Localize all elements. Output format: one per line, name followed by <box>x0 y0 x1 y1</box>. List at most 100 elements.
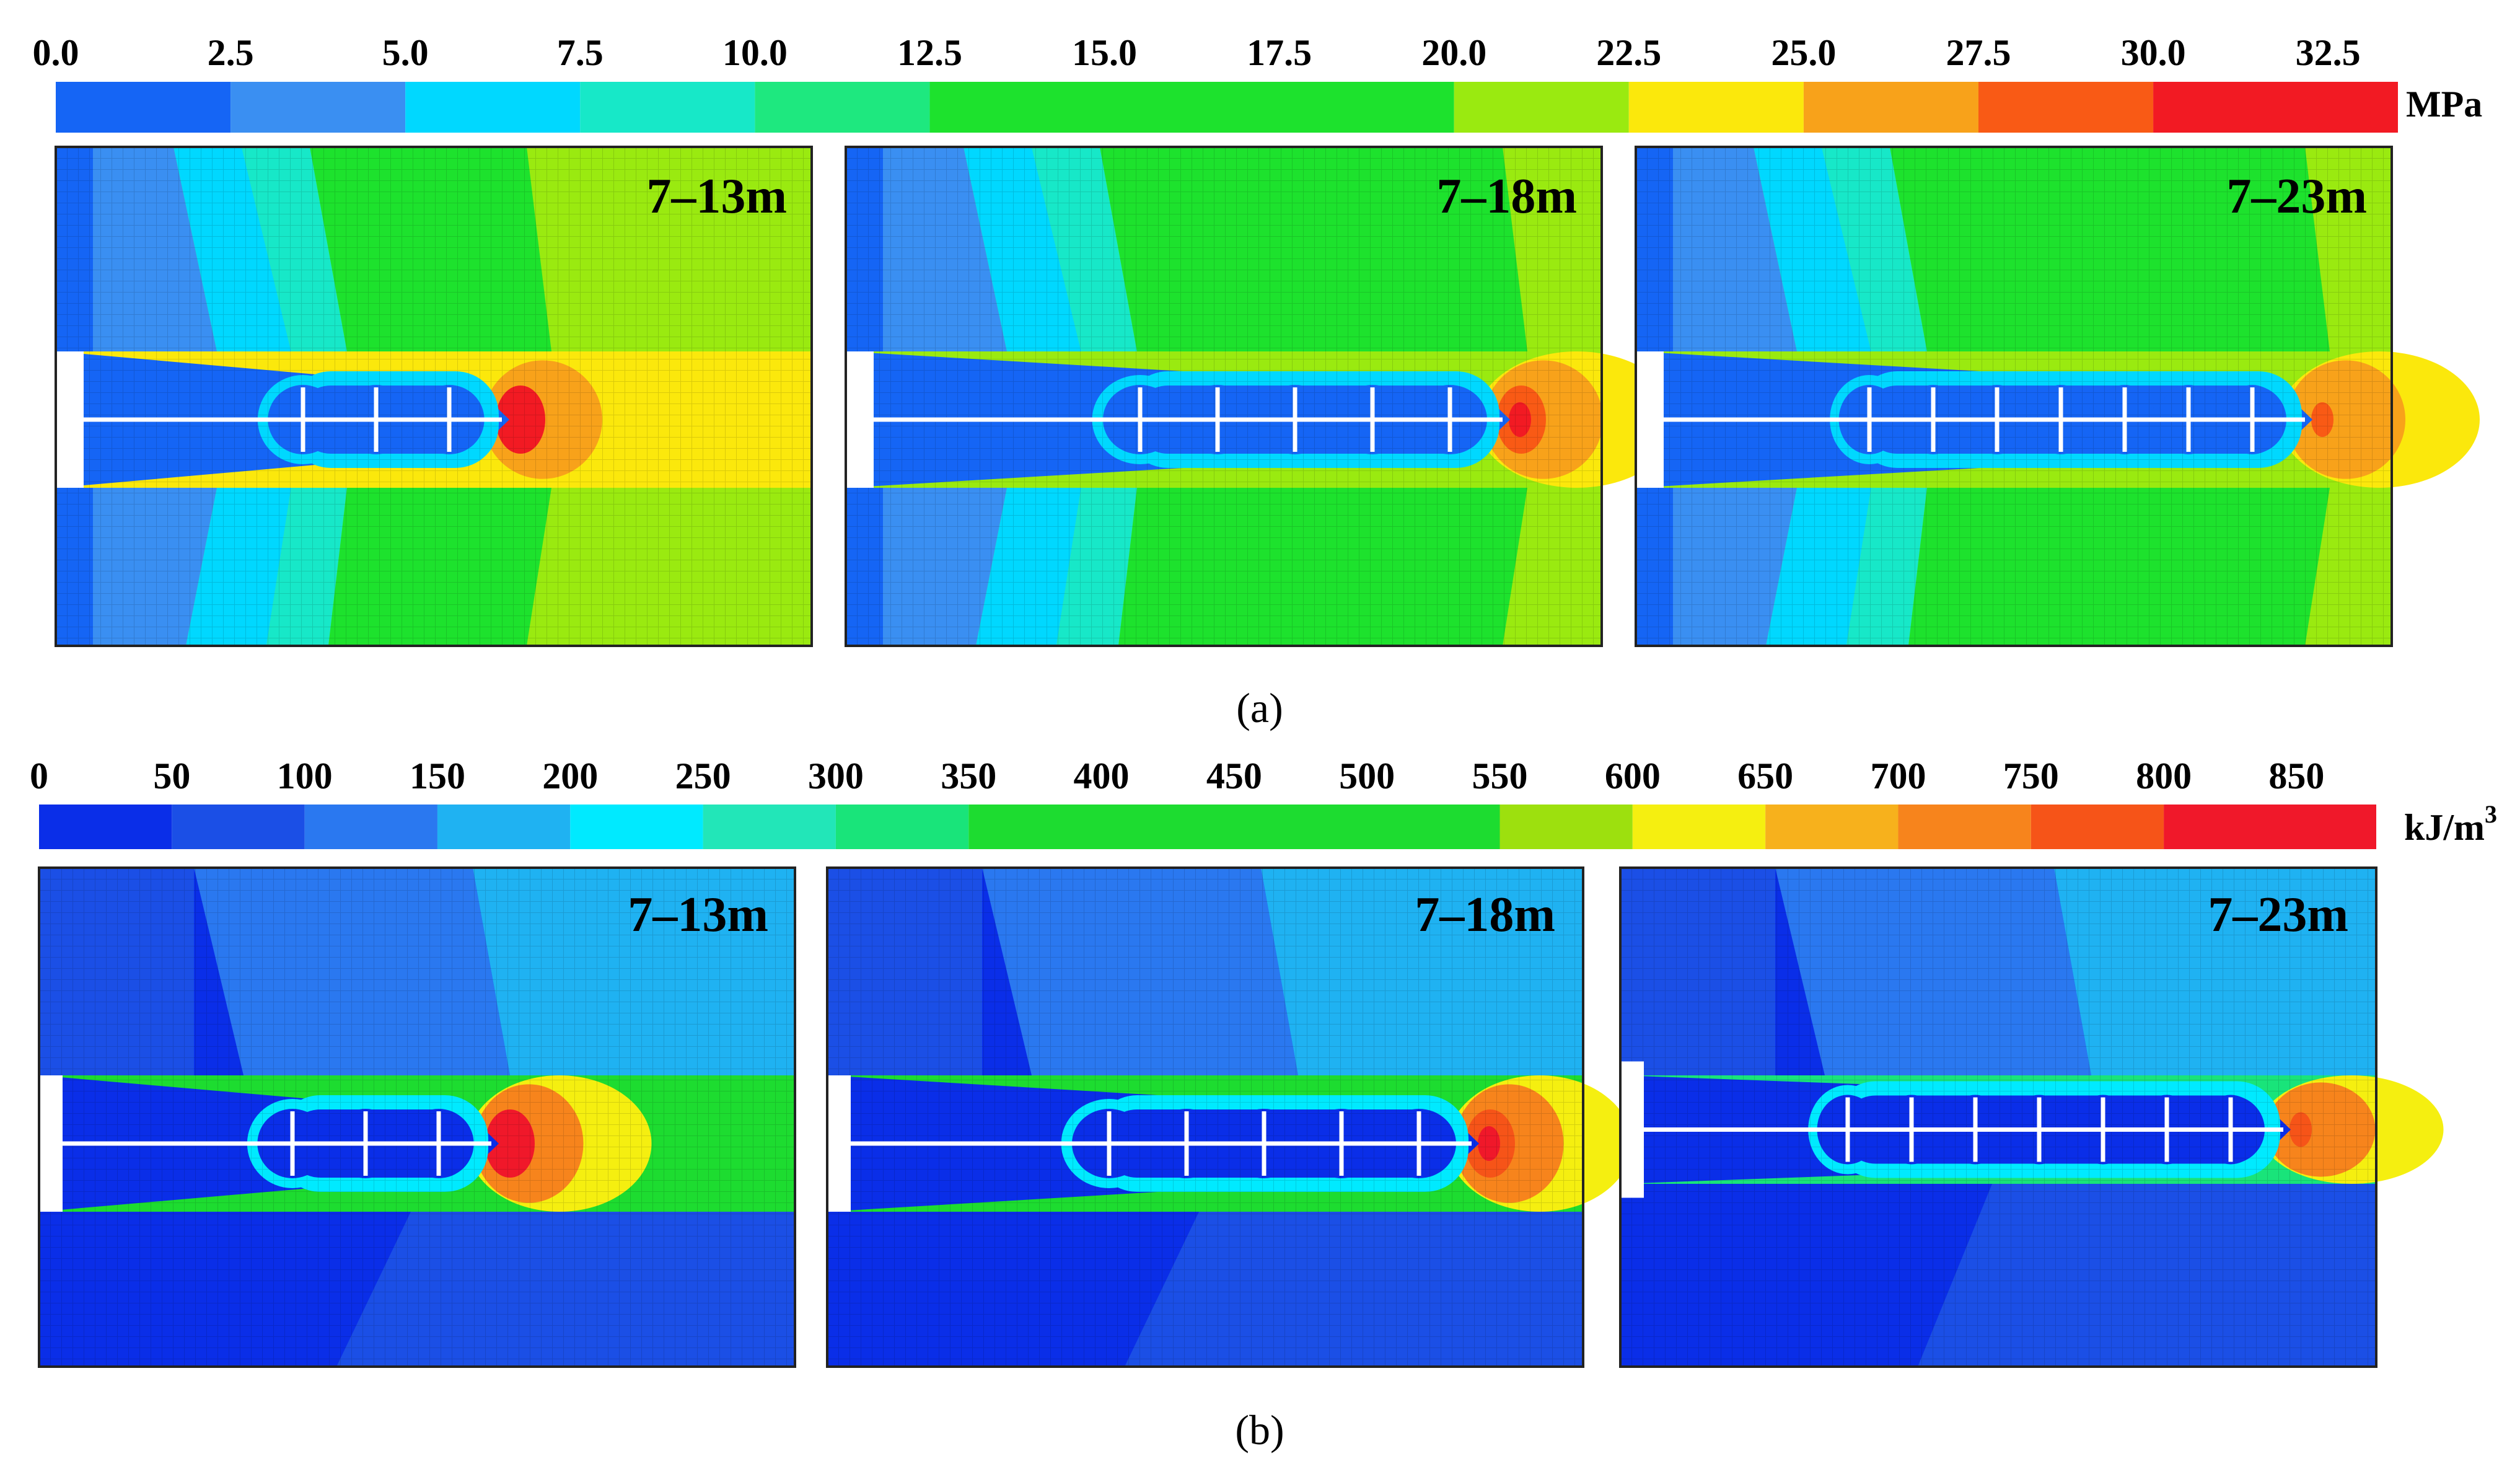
energy-p0-frame <box>38 866 796 1368</box>
stress-p0-roadway <box>56 351 84 488</box>
cbB-bin-0 <box>39 805 172 849</box>
energy-panel-title-7-13m: 7–13m <box>628 888 768 942</box>
cbA-bin-4 <box>755 82 930 133</box>
energy-figure: 0 50 100 150 200 250 300 350 400 450 500 550 600 650 7… <box>30 756 2497 1453</box>
cbA-bin-10 <box>2153 82 2398 133</box>
energy-p2-field-28 <box>1620 868 2376 1367</box>
energy-unit-superscript: 3 <box>2485 800 2497 828</box>
cbA-bin-9 <box>1978 82 2154 133</box>
stress-colorbar-ticks: 0.0 2.5 5.0 7.5 10.0 12.5 15.0 17.5 20.0 22.5 25.0… <box>33 32 2361 73</box>
cbB-bin-9 <box>1632 805 1766 849</box>
cbB-tick-12: 600 <box>1605 756 1661 796</box>
cbA-bin-5 <box>929 82 1454 133</box>
cbA-bin-6 <box>1454 82 1629 133</box>
cbB-tick-0: 0 <box>30 756 48 796</box>
cbA-tick-0: 0.0 <box>33 32 79 73</box>
stress-colorbar-unit: MPa <box>2406 84 2482 125</box>
cbA-bin-0 <box>56 82 231 133</box>
energy-p0-field-20 <box>39 868 795 1367</box>
stress-panel-title-7-18m: 7–18m <box>1436 169 1577 224</box>
cbB-tick-3: 150 <box>410 756 465 796</box>
cbA-bin-2 <box>405 82 581 133</box>
cbB-tick-7: 350 <box>941 756 996 796</box>
cbB-bin-11 <box>1898 805 2031 849</box>
cbB-bin-12 <box>2030 805 2164 849</box>
caption-a: (a) <box>1236 684 1283 731</box>
caption-b: (b) <box>1235 1406 1284 1453</box>
stress-p2-roadway <box>1636 351 1664 488</box>
cbA-tick-10: 25.0 <box>1771 32 1836 73</box>
energy-p1-roadway <box>827 1075 851 1212</box>
cbB-tick-14: 700 <box>1870 756 1926 796</box>
cbB-bin-3 <box>437 805 571 849</box>
cbA-tick-3: 7.5 <box>557 32 604 73</box>
energy-p2-roadway <box>1620 1061 1644 1198</box>
stress-panel-title-7-23m: 7–23m <box>2226 169 2367 224</box>
cbB-bin-10 <box>1765 805 1899 849</box>
cbA-tick-9: 22.5 <box>1596 32 1661 73</box>
energy-p0-roadway <box>39 1075 63 1212</box>
cbB-bin-4 <box>570 805 703 849</box>
cbB-bin-5 <box>703 805 836 849</box>
stress-panel-7-23m <box>1635 146 2480 647</box>
cbB-tick-10: 500 <box>1339 756 1395 796</box>
stress-p2-field-33 <box>1636 147 2392 646</box>
cbA-tick-4: 10.0 <box>722 32 788 73</box>
energy-p2-frame <box>1619 866 2377 1368</box>
cbB-bin-13 <box>2164 805 2376 849</box>
cbB-bin-8 <box>1499 805 1633 849</box>
cbB-tick-5: 250 <box>675 756 731 796</box>
energy-panel-title-7-18m: 7–18m <box>1415 888 1555 942</box>
energy-colorbar-unit: kJ/m3 <box>2404 800 2497 848</box>
cbA-tick-13: 32.5 <box>2296 32 2361 73</box>
cbA-tick-11: 27.5 <box>1946 32 2011 73</box>
stress-p0-field-25 <box>56 147 812 646</box>
cbA-bin-1 <box>230 82 406 133</box>
cbB-bin-1 <box>172 805 305 849</box>
cbA-tick-1: 2.5 <box>208 32 254 73</box>
stress-colorbar <box>56 82 2398 133</box>
cbA-bin-3 <box>580 82 755 133</box>
energy-colorbar-ticks: 0 50 100 150 200 250 300 350 400 450 500 550 600 650 7… <box>30 756 2324 796</box>
cbB-bin-2 <box>304 805 437 849</box>
cbB-tick-4: 200 <box>542 756 598 796</box>
cbA-tick-12: 30.0 <box>2121 32 2186 73</box>
energy-unit-base: kJ/m <box>2404 807 2485 848</box>
cbB-tick-8: 400 <box>1074 756 1130 796</box>
stress-p1-field-29 <box>846 147 1602 646</box>
energy-p1-field-24 <box>827 868 1583 1367</box>
cbB-tick-13: 650 <box>1737 756 1793 796</box>
cbB-tick-16: 800 <box>2136 756 2192 796</box>
cbB-tick-1: 50 <box>153 756 190 796</box>
energy-p1-frame <box>826 866 1584 1368</box>
cbA-tick-2: 5.0 <box>382 32 429 73</box>
cbA-tick-5: 12.5 <box>897 32 962 73</box>
cbA-tick-7: 17.5 <box>1247 32 1312 73</box>
cbB-tick-2: 100 <box>277 756 333 796</box>
stress-p1-frame <box>845 146 1603 647</box>
cbB-tick-6: 300 <box>808 756 864 796</box>
energy-colorbar <box>39 805 2376 849</box>
cbA-tick-6: 15.0 <box>1072 32 1137 73</box>
cbB-bin-7 <box>968 805 1500 849</box>
stress-p2-frame <box>1635 146 2393 647</box>
cbA-bin-7 <box>1628 82 1804 133</box>
energy-panel-7-13m <box>38 866 796 1368</box>
energy-panel-title-7-23m: 7–23m <box>2208 888 2348 942</box>
energy-panel-7-18m <box>826 866 1632 1368</box>
energy-panel-7-23m <box>1619 866 2444 1368</box>
stress-figure: 0.0 2.5 5.0 7.5 10.0 12.5 15.0 17.5 20.0 22.5 25.0… <box>33 32 2483 731</box>
stress-panel-7-13m <box>55 146 813 647</box>
cbB-tick-15: 750 <box>2003 756 2059 796</box>
stress-p1-roadway <box>846 351 874 488</box>
stress-p0-frame <box>55 146 813 647</box>
cbA-bin-8 <box>1803 82 1978 133</box>
cbB-tick-11: 550 <box>1472 756 1528 796</box>
stress-panel-title-7-13m: 7–13m <box>646 169 787 224</box>
cbA-tick-8: 20.0 <box>1421 32 1486 73</box>
cbB-tick-9: 450 <box>1206 756 1262 796</box>
stress-panel-7-18m <box>845 146 1677 647</box>
cbB-tick-17: 850 <box>2268 756 2324 796</box>
cbB-bin-6 <box>835 805 969 849</box>
